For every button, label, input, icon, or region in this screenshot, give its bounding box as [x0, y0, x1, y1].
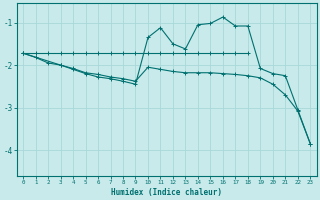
X-axis label: Humidex (Indice chaleur): Humidex (Indice chaleur)	[111, 188, 222, 197]
